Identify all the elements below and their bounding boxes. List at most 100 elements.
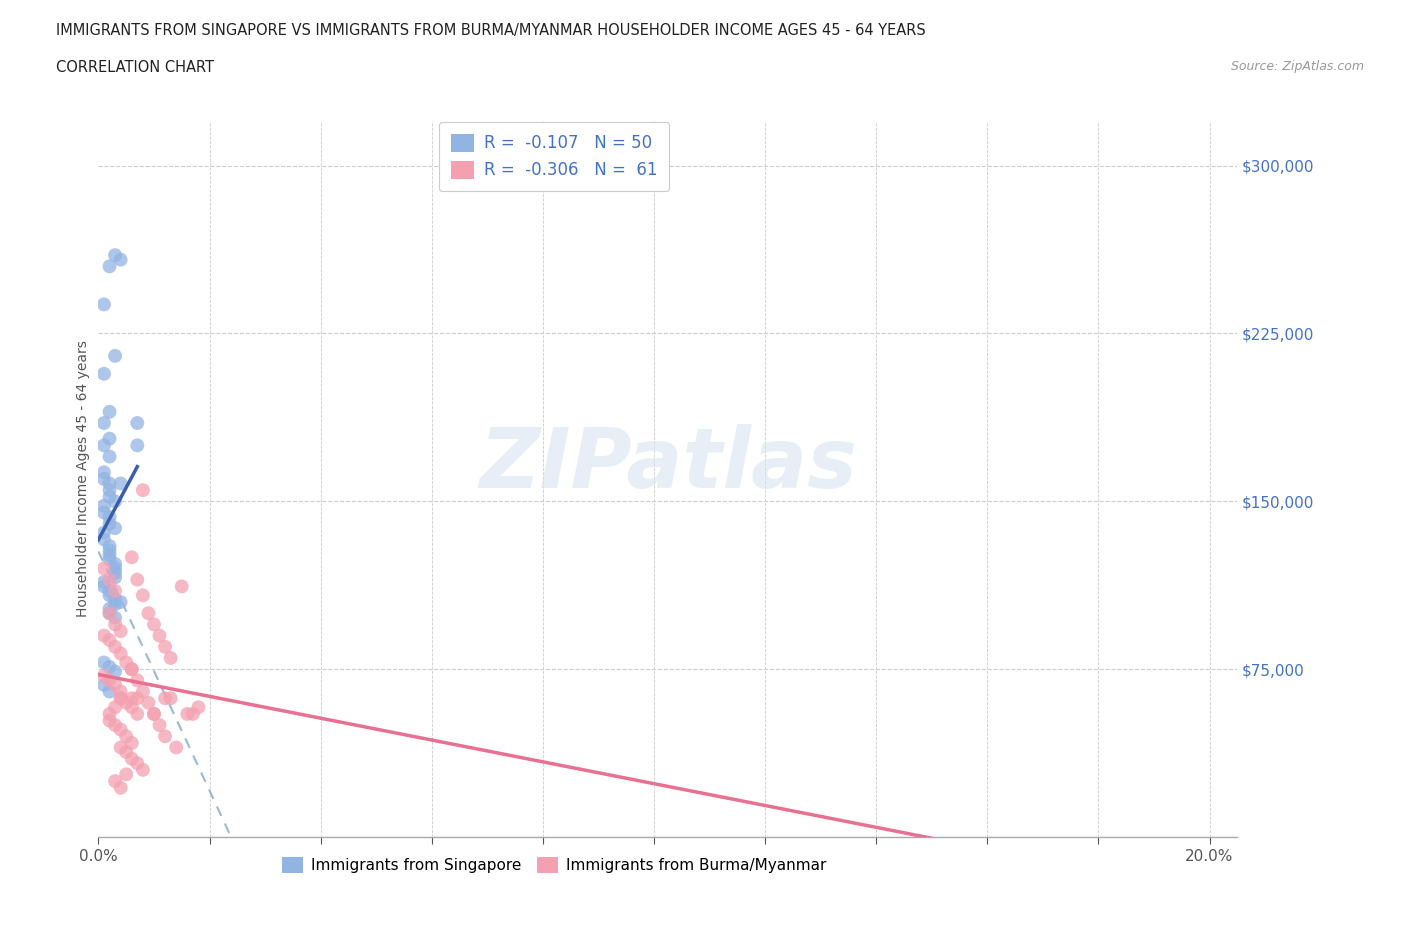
Point — [110, 684, 132, 699]
Point — [98, 489, 121, 504]
Point — [98, 516, 121, 531]
Point — [93, 669, 115, 684]
Point — [98, 432, 121, 446]
Point — [104, 718, 127, 733]
Point — [98, 707, 121, 722]
Point — [93, 366, 115, 381]
Point — [93, 472, 115, 486]
Point — [110, 594, 132, 609]
Point — [104, 597, 127, 612]
Point — [104, 610, 127, 625]
Point — [110, 476, 132, 491]
Point — [110, 646, 132, 661]
Point — [93, 438, 115, 453]
Point — [98, 572, 121, 587]
Point — [121, 662, 143, 677]
Point — [153, 639, 176, 654]
Point — [93, 416, 115, 431]
Point — [127, 756, 149, 771]
Legend: Immigrants from Singapore, Immigrants from Burma/Myanmar: Immigrants from Singapore, Immigrants fr… — [276, 851, 832, 880]
Text: Source: ZipAtlas.com: Source: ZipAtlas.com — [1230, 60, 1364, 73]
Point — [187, 699, 209, 714]
Point — [127, 416, 149, 431]
Text: ZIPatlas: ZIPatlas — [479, 424, 856, 505]
Point — [110, 722, 132, 737]
Point — [98, 543, 121, 558]
Point — [115, 767, 138, 782]
Point — [127, 572, 149, 587]
Point — [110, 691, 132, 706]
Point — [93, 575, 115, 590]
Point — [98, 552, 121, 567]
Point — [115, 655, 138, 670]
Point — [93, 655, 115, 670]
Point — [98, 684, 121, 699]
Point — [104, 617, 127, 631]
Point — [98, 632, 121, 647]
Point — [98, 538, 121, 553]
Point — [104, 570, 127, 585]
Point — [104, 565, 127, 580]
Point — [104, 556, 127, 571]
Point — [153, 691, 176, 706]
Point — [143, 707, 166, 722]
Point — [115, 745, 138, 760]
Point — [127, 673, 149, 688]
Point — [98, 405, 121, 419]
Point — [165, 740, 187, 755]
Point — [98, 259, 121, 273]
Point — [115, 696, 138, 711]
Point — [104, 592, 127, 607]
Text: CORRELATION CHART: CORRELATION CHART — [56, 60, 214, 75]
Point — [98, 713, 121, 728]
Point — [104, 247, 127, 262]
Point — [104, 774, 127, 789]
Point — [110, 624, 132, 639]
Point — [98, 605, 121, 620]
Point — [93, 561, 115, 576]
Point — [93, 525, 115, 540]
Point — [98, 548, 121, 563]
Point — [181, 707, 204, 722]
Point — [132, 684, 155, 699]
Point — [93, 578, 115, 594]
Point — [110, 252, 132, 267]
Point — [138, 696, 160, 711]
Point — [170, 578, 193, 594]
Point — [104, 699, 127, 714]
Point — [143, 617, 166, 631]
Point — [132, 483, 155, 498]
Point — [104, 639, 127, 654]
Point — [98, 673, 121, 688]
Point — [143, 707, 166, 722]
Point — [93, 505, 115, 520]
Point — [98, 602, 121, 617]
Point — [98, 605, 121, 620]
Point — [93, 532, 115, 547]
Point — [104, 583, 127, 598]
Point — [98, 583, 121, 598]
Point — [138, 605, 160, 620]
Point — [121, 699, 143, 714]
Point — [148, 718, 170, 733]
Point — [121, 751, 143, 766]
Point — [110, 780, 132, 795]
Point — [121, 662, 143, 677]
Point — [110, 740, 132, 755]
Point — [132, 763, 155, 777]
Point — [104, 561, 127, 576]
Point — [127, 707, 149, 722]
Point — [98, 483, 121, 498]
Point — [121, 691, 143, 706]
Point — [127, 691, 149, 706]
Point — [159, 651, 181, 666]
Point — [104, 494, 127, 509]
Point — [104, 677, 127, 692]
Point — [98, 659, 121, 674]
Point — [176, 707, 198, 722]
Point — [153, 729, 176, 744]
Point — [121, 736, 143, 751]
Point — [104, 349, 127, 364]
Text: IMMIGRANTS FROM SINGAPORE VS IMMIGRANTS FROM BURMA/MYANMAR HOUSEHOLDER INCOME AG: IMMIGRANTS FROM SINGAPORE VS IMMIGRANTS … — [56, 23, 927, 38]
Point — [98, 510, 121, 525]
